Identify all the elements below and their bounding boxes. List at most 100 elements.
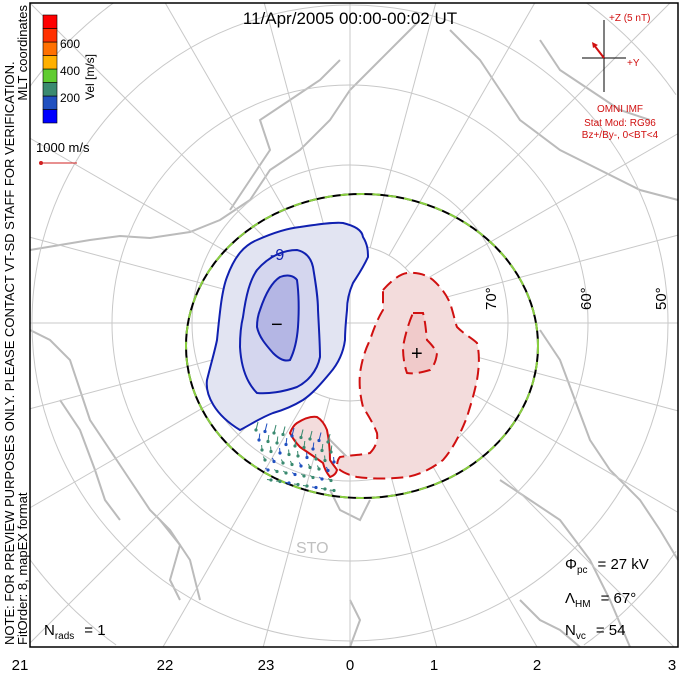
velocity-vector (330, 445, 333, 453)
imf-z-label: +Z (5 nT) (609, 13, 650, 24)
svg-text:ΛHM= 67°: ΛHM = 67° (565, 590, 636, 610)
velocity-vector (262, 456, 266, 461)
mlt-meridian (164, 2, 312, 256)
colorbar-tick-200: 200 (60, 91, 80, 105)
velocity-vector (282, 426, 286, 435)
potential-label: -9 (270, 247, 284, 264)
velocity-colorbar (42, 14, 58, 124)
potential-maximum-marker: + (411, 343, 423, 365)
velocity-vector (312, 442, 315, 450)
imf-dial (582, 20, 626, 92)
velocity-vector (294, 439, 297, 447)
mlt-label-22: 22 (157, 657, 174, 674)
velocity-vector (266, 479, 272, 481)
velocity-vector (264, 467, 269, 471)
mlt-meridian (417, 133, 679, 285)
coastlines (29, 19, 679, 648)
fit-order-label: FitOrder: 8, mapEX format (15, 492, 30, 645)
velocity-vector (318, 432, 322, 441)
velocity-vector (311, 486, 317, 488)
svg-text:Nvc= 54: Nvc = 54 (565, 622, 625, 642)
mlt-meridian (29, 2, 296, 269)
velocity-vector (307, 463, 311, 468)
velocity-vector (327, 433, 331, 443)
mlt-label-1: 1 (430, 657, 438, 674)
velocity-vector (291, 472, 296, 475)
velocity-vector (285, 437, 288, 445)
velocity-vector (276, 436, 279, 444)
velocity-vector (255, 421, 259, 431)
velocity-vector (300, 429, 304, 438)
velocity-vector (303, 440, 306, 448)
hm-boundary-latitude: ΛHM = 67° (565, 590, 636, 610)
lat-label-50: 50° (653, 287, 670, 310)
svg-text:Φpc= 27 kV: Φpc = 27 kV (565, 556, 649, 576)
lat-label-70: 70° (483, 287, 500, 310)
colorbar-segment (42, 55, 58, 70)
mlt-label-0: 0 (346, 657, 354, 674)
velocity-vector (273, 469, 278, 472)
imf-condition: Bz+/By-, 0<BT<4 (582, 130, 659, 141)
colorbar-tick-600: 600 (60, 37, 80, 51)
plot-title: 11/Apr/2005 00:00-00:02 UT (243, 9, 457, 28)
velocity-vectors (254, 421, 336, 493)
lat-label-60: 60° (578, 287, 595, 310)
potential-minimum-marker: − (271, 314, 283, 336)
velocity-vector (293, 483, 299, 485)
preview-note: NOTE: FOR PREVIEW PURPOSES ONLY. PLEASE … (2, 61, 17, 645)
mlt-label-23: 23 (258, 657, 275, 674)
plot-frame (29, 2, 679, 648)
velocity-vector (280, 459, 284, 464)
mlt-meridian (388, 2, 536, 256)
colorbar-tick-400: 400 (60, 64, 80, 78)
mlt-label-21: 21 (12, 657, 29, 674)
velocity-vector (327, 478, 332, 481)
latitude-circle (586, 2, 677, 95)
imf-vector-arrow (593, 44, 605, 59)
colorbar-segment (42, 28, 58, 43)
velocity-vector (309, 475, 314, 478)
colorbar-label: Vel [m/s] (83, 54, 97, 100)
velocity-vector (264, 423, 268, 432)
svg-text:Nrads= 1: Nrads = 1 (44, 622, 106, 642)
imf-source: OMNI IMF (597, 104, 643, 115)
colorbar-segment (42, 14, 58, 29)
velocity-vector (298, 462, 302, 467)
velocity-vector (275, 480, 281, 482)
colorbar-segment (42, 109, 58, 124)
velocity-vector (302, 485, 308, 487)
colorbar-segment (42, 82, 58, 97)
mlt-meridian (263, 2, 331, 248)
mlt-meridian (425, 234, 679, 304)
velocity-vector (291, 427, 295, 437)
imf-model: Stat Mod: RG96 (584, 118, 656, 129)
scale-vector-label: 1000 m/s (36, 140, 90, 155)
velocity-vector (267, 434, 270, 442)
latitude-circle (583, 551, 677, 646)
velocity-vector (300, 473, 305, 477)
mlt-meridian (162, 390, 312, 648)
velocity-vector (271, 457, 275, 462)
velocity-vector (284, 482, 290, 484)
scale-vector (39, 161, 77, 165)
velocity-vector (329, 489, 335, 491)
station-label: STO (296, 540, 329, 557)
mlt-label-2: 2 (533, 657, 541, 674)
colorbar-segment (42, 68, 58, 83)
latitude-circle (29, 559, 117, 646)
imf-y-label: +Y (627, 58, 640, 69)
radar-count: Nrads = 1 (44, 622, 106, 642)
velocity-vector (325, 466, 329, 471)
velocity-vector (318, 476, 323, 480)
negative-potential-cell: -9 (205, 221, 370, 432)
mlt-meridian (369, 2, 437, 248)
mlt-label-3: 3 (668, 657, 676, 674)
mlt-meridian (404, 2, 671, 269)
velocity-vector (289, 460, 293, 465)
cross-polar-potential: Φpc = 27 kV (565, 556, 649, 576)
velocity-vector (321, 443, 324, 451)
velocity-vector (273, 424, 277, 434)
colorbar-segment (42, 95, 58, 110)
velocity-vector (320, 488, 326, 490)
